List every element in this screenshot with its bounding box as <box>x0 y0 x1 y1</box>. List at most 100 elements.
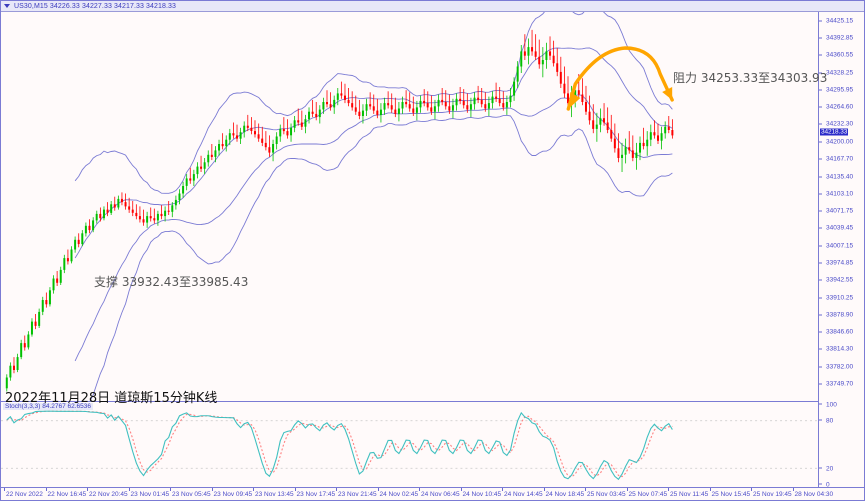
time-axis-label: 24 Nov 14:45 <box>504 491 543 498</box>
price-axis-label: 34392.85 <box>826 34 854 42</box>
time-axis-label: 23 Nov 13:45 <box>255 491 294 498</box>
price-axis-tick <box>819 54 822 56</box>
price-axis[interactable]: 34425.15 34392.85 34360.55 34328.25 34295.95… <box>819 12 865 401</box>
price-axis-label: 34071.75 <box>826 207 854 215</box>
time-axis-label: 25 Nov 19:45 <box>753 491 792 498</box>
time-axis-tick <box>751 488 752 491</box>
price-axis-label: 34232.30 <box>826 120 854 128</box>
price-axis-tick <box>819 37 822 39</box>
time-axis-label: 23 Nov 21:45 <box>338 491 377 498</box>
time-axis-tick <box>502 488 503 491</box>
price-axis-label: 34295.95 <box>826 86 854 94</box>
indicator-axis-tick <box>819 419 822 421</box>
price-axis-label: 34039.45 <box>826 224 854 232</box>
support-annotation: 支撑 33932.43至33985.43 <box>94 275 249 289</box>
time-axis-tick <box>626 488 628 491</box>
time-axis-label: 22 Nov 20:45 <box>89 491 128 498</box>
price-axis-tick <box>819 123 822 125</box>
price-axis-tick <box>819 193 822 195</box>
price-axis-label: 34328.25 <box>826 69 854 77</box>
time-axis-tick <box>668 488 669 491</box>
time-axis-tick <box>460 488 462 491</box>
time-axis-tick <box>543 488 545 491</box>
price-axis-label: 34007.15 <box>826 242 854 250</box>
time-axis-tick <box>253 488 254 491</box>
price-axis-label: 33749.70 <box>826 380 854 388</box>
price-axis-tick <box>819 176 822 178</box>
price-axis-tick <box>819 245 822 247</box>
price-axis-tick <box>819 262 822 264</box>
time-axis-tick <box>336 488 337 491</box>
price-axis-label: 33846.60 <box>826 328 854 336</box>
price-axis-label: 33814.30 <box>826 345 854 353</box>
price-axis-label: 33942.55 <box>826 276 854 284</box>
time-axis-label: 24 Nov 02:45 <box>379 491 419 498</box>
time-axis-label: 24 Nov 06:45 <box>421 491 460 498</box>
time-axis-label: 24 Nov 10:45 <box>462 491 502 498</box>
candlestick-plot <box>5 12 674 401</box>
price-axis-label: 34135.40 <box>826 173 854 181</box>
time-axis-tick <box>709 488 711 491</box>
time-axis-tick <box>4 488 5 491</box>
price-axis-tick <box>819 20 822 22</box>
time-axis-label: 22 Nov 2022 <box>6 491 43 498</box>
indicator-level-label: 0 <box>826 481 830 489</box>
price-axis-tick <box>819 314 822 316</box>
time-axis-label: 24 Nov 18:45 <box>545 491 585 498</box>
price-axis-label: 34360.55 <box>826 51 854 59</box>
time-axis-tick <box>585 488 586 491</box>
stochastic-indicator-pane[interactable] <box>1 401 819 487</box>
symbol-header-bar[interactable]: US30,M15 34226.33 34227.33 34217.33 3421… <box>1 1 864 12</box>
symbol-ohlc-label: US30,M15 34226.33 34227.33 34217.33 3421… <box>14 2 177 10</box>
indicator-axis: 100 80 20 0 <box>819 401 865 489</box>
time-axis-tick <box>294 488 296 491</box>
time-axis-tick <box>128 488 130 491</box>
price-axis-tick <box>819 331 822 333</box>
resistance-annotation: 阻力 34253.33至34303.93 <box>673 71 828 85</box>
price-axis-tick <box>819 106 822 108</box>
triangle-down-icon[interactable] <box>4 4 10 8</box>
indicator-axis-tick <box>819 483 822 485</box>
price-axis-tick <box>819 158 822 160</box>
price-axis-tick <box>819 210 822 212</box>
price-axis-label: 33910.25 <box>826 294 854 302</box>
price-axis-tick <box>819 89 822 91</box>
price-axis-label: 33782.00 <box>826 363 854 371</box>
time-axis-tick <box>211 488 213 491</box>
chart-caption: 2022年11月28日 道琼斯15分钟K线 <box>5 391 218 406</box>
time-axis-label: 25 Nov 07:45 <box>628 491 668 498</box>
price-axis-tick <box>819 297 822 299</box>
indicator-axis-tick <box>819 467 822 469</box>
time-axis-tick <box>419 488 420 491</box>
time-axis-label: 25 Nov 03:45 <box>587 491 626 498</box>
price-axis-tick <box>819 383 822 385</box>
time-axis-label: 25 Nov 11:45 <box>670 491 709 498</box>
price-axis-label: 34200.00 <box>826 138 854 146</box>
price-axis-label: 34425.15 <box>826 17 854 25</box>
time-axis-label: 25 Nov 15:45 <box>711 491 751 498</box>
price-axis-tick <box>819 141 822 143</box>
price-axis-tick <box>819 366 822 368</box>
indicator-level-label: 100 <box>826 401 837 409</box>
indicator-axis-tick <box>819 403 822 405</box>
time-axis-tick <box>45 488 47 491</box>
indicator-level-label: 20 <box>826 465 834 473</box>
time-axis-label: 22 Nov 16:45 <box>47 491 87 498</box>
time-axis-tick <box>170 488 171 491</box>
time-axis-tick <box>87 488 88 491</box>
price-axis-tick <box>819 279 822 281</box>
price-axis-tick <box>819 348 822 350</box>
time-axis-tick <box>377 488 379 491</box>
time-axis-label: 23 Nov 01:45 <box>130 491 170 498</box>
time-axis-label: 28 Nov 04:30 <box>794 491 834 498</box>
time-axis-label: 23 Nov 05:45 <box>172 491 211 498</box>
price-axis-tick <box>819 227 822 229</box>
price-chart-pane[interactable] <box>1 12 819 401</box>
time-axis-label: 23 Nov 09:45 <box>213 491 253 498</box>
price-axis-label: 33878.90 <box>826 311 854 319</box>
current-price-label: 34218.33 <box>820 128 849 136</box>
indicator-level-label: 80 <box>826 417 834 425</box>
indicator-title-label: Stoch(3,3,3) 84.2767 62.6536 <box>3 403 94 410</box>
time-axis[interactable]: 22 Nov 2022 22 Nov 16:45 22 Nov 20:45 23 No… <box>1 487 864 500</box>
